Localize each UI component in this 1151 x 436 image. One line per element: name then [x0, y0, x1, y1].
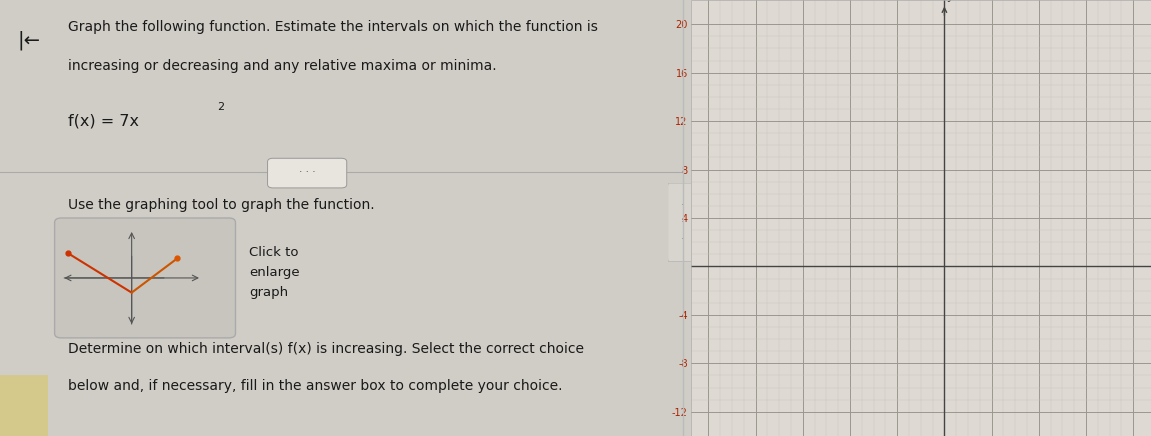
Text: Use the graphing tool to graph the function.: Use the graphing tool to graph the funct…	[68, 198, 375, 212]
Text: ·: ·	[680, 198, 685, 211]
Text: ·: ·	[680, 216, 685, 229]
Text: ·: ·	[680, 233, 685, 246]
Bar	[0, 375, 48, 436]
FancyBboxPatch shape	[267, 158, 346, 188]
Text: y: y	[947, 0, 954, 3]
FancyBboxPatch shape	[668, 183, 698, 262]
Text: f(x) = 7x: f(x) = 7x	[68, 113, 139, 128]
FancyBboxPatch shape	[54, 218, 236, 338]
Text: increasing or decreasing and any relative maxima or minima.: increasing or decreasing and any relativ…	[68, 59, 497, 73]
Text: Graph the following function. Estimate the intervals on which the function is: Graph the following function. Estimate t…	[68, 20, 599, 34]
Text: 2: 2	[218, 102, 224, 112]
Text: |←: |←	[17, 31, 40, 50]
Text: · · ·: · · ·	[299, 167, 315, 177]
Text: below and, if necessary, fill in the answer box to complete your choice.: below and, if necessary, fill in the ans…	[68, 379, 563, 393]
Text: Determine on which interval(s) f(x) is increasing. Select the correct choice: Determine on which interval(s) f(x) is i…	[68, 342, 585, 356]
Text: Click to
enlarge
graph: Click to enlarge graph	[249, 246, 299, 299]
